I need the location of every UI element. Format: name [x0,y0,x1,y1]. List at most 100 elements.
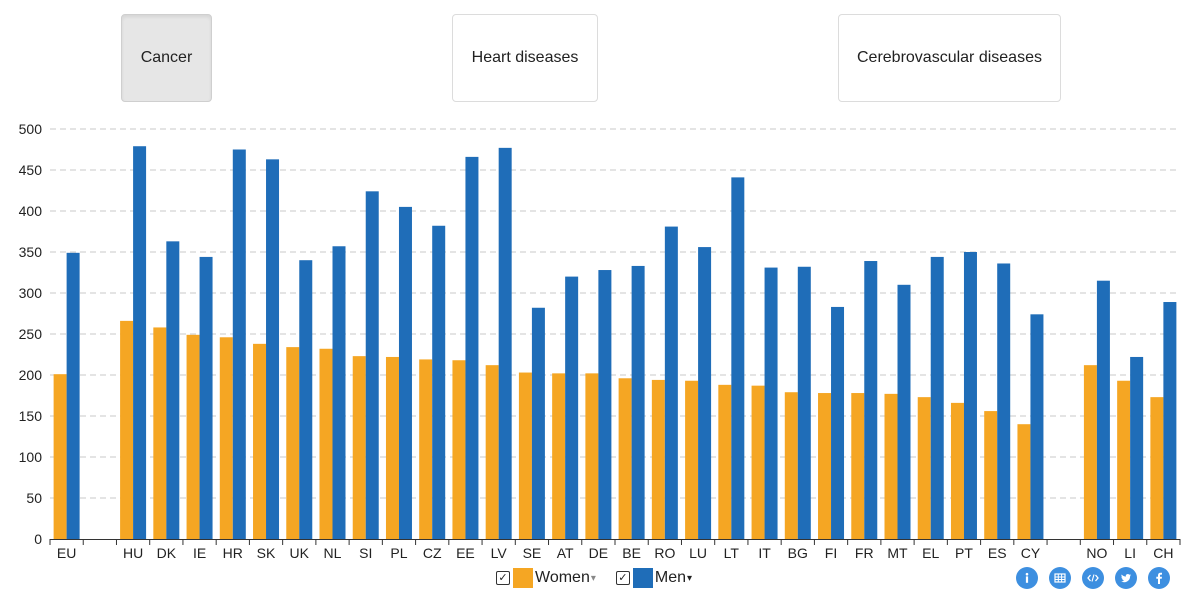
x-tick-label: HU [123,545,143,561]
bar-women-fi[interactable] [818,393,832,539]
bar-men-ee[interactable] [465,156,479,539]
men-swatch [632,568,653,588]
bar-women-es[interactable] [984,411,998,539]
bar-men-sk[interactable] [266,159,280,539]
bar-women-ch[interactable] [1150,397,1164,539]
bar-men-lu[interactable] [698,247,712,539]
bar-men-uk[interactable] [299,260,313,539]
bar-women-el[interactable] [917,397,931,539]
x-tick-label: LI [1124,545,1136,561]
bar-men-pl[interactable] [398,206,412,539]
bar-men-at[interactable] [565,276,579,539]
bar-women-nl[interactable] [319,348,333,539]
bar-women-sk[interactable] [253,343,267,539]
y-tick-label: 450 [19,162,43,178]
info-icon[interactable] [1016,567,1038,589]
bar-women-mt[interactable] [884,393,898,539]
y-tick-label: 400 [19,203,43,219]
x-tick-label: EL [922,545,939,561]
bar-men-dk[interactable] [166,241,180,539]
x-tick-label: MT [887,545,908,561]
bar-men-ie[interactable] [199,256,213,539]
bar-women-it[interactable] [751,385,765,539]
bar-women-de[interactable] [585,373,599,539]
x-tick-label: CZ [423,545,442,561]
bar-men-eu[interactable] [66,252,80,539]
bar-men-fr[interactable] [864,261,878,539]
bar-men-fi[interactable] [831,306,845,539]
bar-men-es[interactable] [997,263,1011,539]
bar-women-dk[interactable] [153,327,167,539]
bar-men-cz[interactable] [432,225,446,539]
bar-women-pt[interactable] [950,402,964,539]
embed-icon[interactable] [1082,567,1104,589]
bar-men-pt[interactable] [963,252,977,539]
twitter-icon[interactable] [1115,567,1137,589]
men-checkbox[interactable]: ✓ [615,571,630,585]
women-caret-icon[interactable]: ▾ [590,572,596,584]
x-tick-label: NL [324,545,342,561]
men-caret-icon[interactable]: ▾ [687,572,693,584]
y-tick-label: 0 [34,531,42,547]
bar-men-nl[interactable] [332,246,346,539]
bar-women-cz[interactable] [419,359,433,539]
x-tick-label: CY [1021,545,1041,561]
bar-women-eu[interactable] [53,374,67,539]
bar-women-ro[interactable] [651,379,665,539]
legend-item-women[interactable]: ✓ Women ▾ [496,568,596,588]
legend-item-men[interactable]: ✓ Men ▾ [615,568,693,588]
x-tick-label: PT [955,545,973,561]
bar-men-lv[interactable] [498,147,512,540]
bar-men-se[interactable] [531,307,545,539]
y-tick-label: 200 [19,367,43,383]
tab-cerebrovascular-diseases[interactable]: Cerebrovascular diseases [838,14,1061,102]
bar-men-it[interactable] [764,267,778,539]
women-checkbox[interactable]: ✓ [496,571,510,585]
x-tick-label: BE [622,545,641,561]
bar-women-at[interactable] [552,373,566,539]
x-tick-label: EE [456,545,475,561]
bar-women-lu[interactable] [685,380,699,539]
bar-women-si[interactable] [352,356,366,539]
bar-men-hu[interactable] [133,146,147,539]
tab-cancer[interactable]: Cancer [121,14,212,102]
bar-women-pl[interactable] [385,356,399,539]
bar-women-lv[interactable] [485,365,499,539]
bar-women-hu[interactable] [120,320,134,539]
bar-women-hr[interactable] [219,337,233,539]
bar-men-ro[interactable] [664,226,678,539]
x-tick-label: HR [223,545,243,561]
bar-men-cy[interactable] [1030,314,1044,539]
bar-women-be[interactable] [618,378,632,539]
bar-women-no[interactable] [1083,365,1097,539]
bar-women-ee[interactable] [452,360,466,539]
bar-women-bg[interactable] [784,392,798,539]
bar-women-se[interactable] [518,372,532,539]
legend: ✓ Women ▾ ✓ Men ▾ [496,566,712,590]
bar-women-fr[interactable] [851,393,865,539]
bar-women-ie[interactable] [186,334,200,539]
bar-men-mt[interactable] [897,284,911,539]
table-icon[interactable] [1049,567,1071,589]
bar-women-li[interactable] [1117,380,1131,539]
x-tick-label: SK [257,545,276,561]
bar-men-de[interactable] [598,270,612,539]
bar-men-ch[interactable] [1163,302,1177,539]
facebook-icon[interactable] [1148,567,1170,589]
y-tick-label: 50 [26,490,42,506]
bar-men-lt[interactable] [731,177,745,539]
bar-men-li[interactable] [1130,356,1144,539]
bar-men-be[interactable] [631,265,645,539]
bar-men-si[interactable] [365,191,379,539]
bar-men-hr[interactable] [232,149,246,540]
bar-women-uk[interactable] [286,347,300,539]
bar-men-el[interactable] [930,256,944,539]
x-tick-label: IT [758,545,771,561]
bar-women-cy[interactable] [1017,424,1031,539]
tab-heart-diseases[interactable]: Heart diseases [452,14,598,102]
bar-women-lt[interactable] [718,384,732,539]
bar-men-no[interactable] [1096,280,1110,539]
x-tick-label: RO [654,545,675,561]
bar-men-bg[interactable] [797,266,811,539]
y-tick-label: 500 [19,121,43,137]
